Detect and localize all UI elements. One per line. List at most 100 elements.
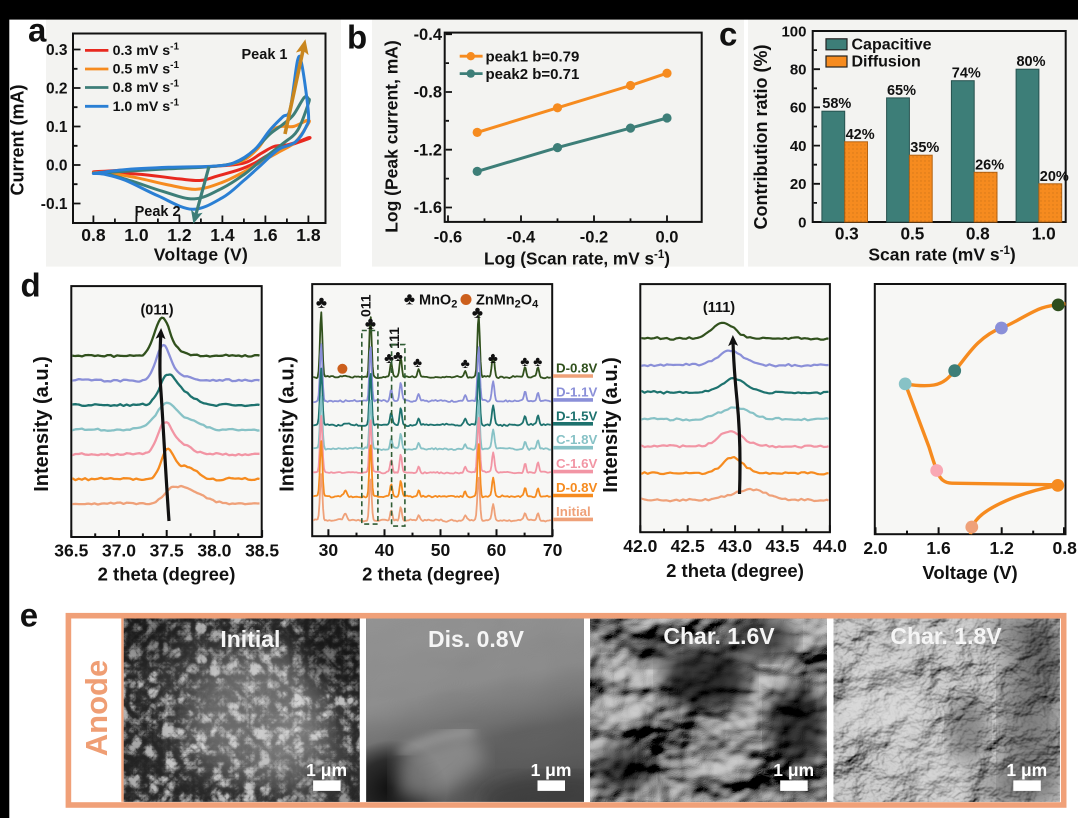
- svg-text:20%: 20%: [1040, 169, 1069, 185]
- svg-text:42.0: 42.0: [623, 536, 657, 556]
- svg-text:Scan rate (mV s-1): Scan rate (mV s-1): [868, 244, 1015, 264]
- svg-text:0.2: 0.2: [46, 81, 68, 98]
- svg-text:Char. 1.6V: Char. 1.6V: [663, 623, 775, 649]
- svg-text:0.1: 0.1: [46, 119, 68, 136]
- svg-text:-0.2: -0.2: [580, 229, 608, 247]
- svg-text:♣: ♣: [413, 354, 422, 370]
- svg-text:Peak 2: Peak 2: [135, 204, 181, 220]
- svg-text:60: 60: [790, 100, 807, 117]
- svg-text:0.5 mV s-1: 0.5 mV s-1: [113, 60, 180, 78]
- svg-text:0.0: 0.0: [46, 158, 68, 175]
- svg-text:Anode: Anode: [79, 660, 114, 756]
- svg-text:♣: ♣: [488, 350, 498, 367]
- svg-text:♣: ♣: [520, 353, 529, 369]
- svg-text:Intensity (a.u.): Intensity (a.u.): [277, 356, 299, 492]
- svg-text:♣: ♣: [472, 303, 483, 322]
- svg-text:Diffusion: Diffusion: [852, 54, 921, 71]
- svg-text:38.5: 38.5: [245, 541, 279, 561]
- svg-text:C-1.6V: C-1.6V: [556, 456, 598, 471]
- svg-text:Char. 1.8V: Char. 1.8V: [890, 623, 1002, 649]
- svg-text:-1.2: -1.2: [414, 141, 442, 159]
- svg-text:♣: ♣: [393, 348, 403, 365]
- svg-text:b: b: [347, 19, 367, 56]
- svg-text:peak1 b=0.79: peak1 b=0.79: [486, 48, 580, 65]
- svg-text:30: 30: [319, 540, 339, 560]
- svg-text:2.0: 2.0: [863, 538, 888, 558]
- svg-text:43.5: 43.5: [765, 536, 799, 556]
- svg-text:1 μm: 1 μm: [531, 760, 572, 780]
- svg-text:2 theta (degree): 2 theta (degree): [666, 560, 804, 581]
- svg-text:Capacitive: Capacitive: [852, 36, 932, 53]
- svg-text:Intensity (a.u.): Intensity (a.u.): [31, 356, 53, 492]
- svg-text:-1.6: -1.6: [414, 199, 442, 217]
- svg-text:2 theta (degree): 2 theta (degree): [362, 564, 500, 585]
- svg-text:20: 20: [790, 176, 807, 193]
- svg-text:0.3: 0.3: [46, 42, 68, 59]
- svg-text:42.5: 42.5: [671, 536, 705, 556]
- svg-text:38.0: 38.0: [197, 541, 231, 561]
- svg-text:Log (Scan rate, mV s-1): Log (Scan rate, mV s-1): [484, 249, 670, 269]
- svg-text:♣: ♣: [461, 355, 470, 371]
- svg-text:♣: ♣: [404, 290, 415, 309]
- svg-text:0.8: 0.8: [1053, 538, 1078, 558]
- svg-text:60: 60: [487, 540, 507, 560]
- svg-text:a: a: [28, 12, 47, 49]
- svg-text:0.5: 0.5: [900, 224, 924, 244]
- svg-text:(111): (111): [703, 300, 735, 316]
- svg-text:d: d: [21, 267, 41, 304]
- svg-text:36.5: 36.5: [54, 541, 88, 561]
- svg-text:1.8: 1.8: [296, 225, 321, 245]
- svg-text:Voltage (V): Voltage (V): [922, 562, 1017, 583]
- svg-text:D-0.8V: D-0.8V: [556, 361, 598, 376]
- svg-text:37.0: 37.0: [102, 541, 136, 561]
- svg-text:50: 50: [431, 540, 451, 560]
- svg-text:D-1.1V: D-1.1V: [556, 384, 598, 399]
- svg-text:1 μm: 1 μm: [1006, 760, 1047, 780]
- svg-text:-0.4: -0.4: [507, 229, 536, 247]
- svg-text:42%: 42%: [846, 127, 875, 143]
- svg-text:Voltage (V): Voltage (V): [154, 245, 249, 265]
- svg-text:80: 80: [790, 62, 807, 79]
- svg-text:♣: ♣: [384, 350, 394, 367]
- svg-text:1.2: 1.2: [990, 538, 1015, 558]
- svg-text:♣: ♣: [365, 314, 376, 333]
- svg-text:1.0 mV s-1: 1.0 mV s-1: [113, 98, 180, 116]
- svg-text:26%: 26%: [975, 157, 1004, 173]
- svg-text:2 theta (degree): 2 theta (degree): [98, 564, 236, 585]
- svg-text:peak2 b=0.71: peak2 b=0.71: [486, 66, 580, 83]
- svg-text:80%: 80%: [1016, 54, 1045, 70]
- svg-text:-0.1: -0.1: [41, 196, 68, 213]
- svg-text:C-1.8V: C-1.8V: [556, 432, 598, 447]
- svg-text:-0.6: -0.6: [434, 229, 462, 247]
- svg-text:70: 70: [543, 540, 563, 560]
- svg-text:♣: ♣: [533, 353, 542, 369]
- svg-text:011: 011: [358, 294, 374, 317]
- svg-text:74%: 74%: [952, 66, 981, 82]
- svg-text:65%: 65%: [887, 83, 916, 99]
- svg-text:MnO2: MnO2: [419, 293, 457, 311]
- svg-text:0.8 mV s-1: 0.8 mV s-1: [113, 79, 180, 97]
- svg-text:1.6: 1.6: [253, 225, 278, 245]
- svg-text:100: 100: [781, 23, 806, 40]
- svg-text:(011): (011): [140, 303, 173, 319]
- svg-text:-0.4: -0.4: [414, 26, 443, 44]
- svg-text:1.6: 1.6: [926, 538, 951, 558]
- svg-text:0.0: 0.0: [656, 229, 679, 247]
- svg-text:44.0: 44.0: [813, 536, 847, 556]
- svg-text:-0.8: -0.8: [414, 84, 442, 102]
- svg-text:0.8: 0.8: [81, 225, 106, 245]
- svg-text:0.3: 0.3: [835, 224, 859, 244]
- svg-text:111: 111: [386, 327, 402, 349]
- svg-text:40: 40: [790, 138, 807, 155]
- svg-text:0.3 mV s-1: 0.3 mV s-1: [113, 42, 180, 60]
- svg-text:Initial: Initial: [556, 504, 591, 519]
- svg-text:Log (Peak current, mA): Log (Peak current, mA): [382, 40, 402, 233]
- svg-text:1.0: 1.0: [1032, 224, 1056, 244]
- svg-text:35%: 35%: [910, 140, 939, 156]
- svg-text:37.5: 37.5: [150, 541, 184, 561]
- svg-text:Dis. 0.8V: Dis. 0.8V: [428, 626, 525, 652]
- svg-text:Current (mA): Current (mA): [8, 84, 28, 195]
- svg-text:43.0: 43.0: [718, 536, 752, 556]
- svg-text:1.2: 1.2: [167, 225, 192, 245]
- svg-text:Intensity (a.u.): Intensity (a.u.): [600, 357, 622, 493]
